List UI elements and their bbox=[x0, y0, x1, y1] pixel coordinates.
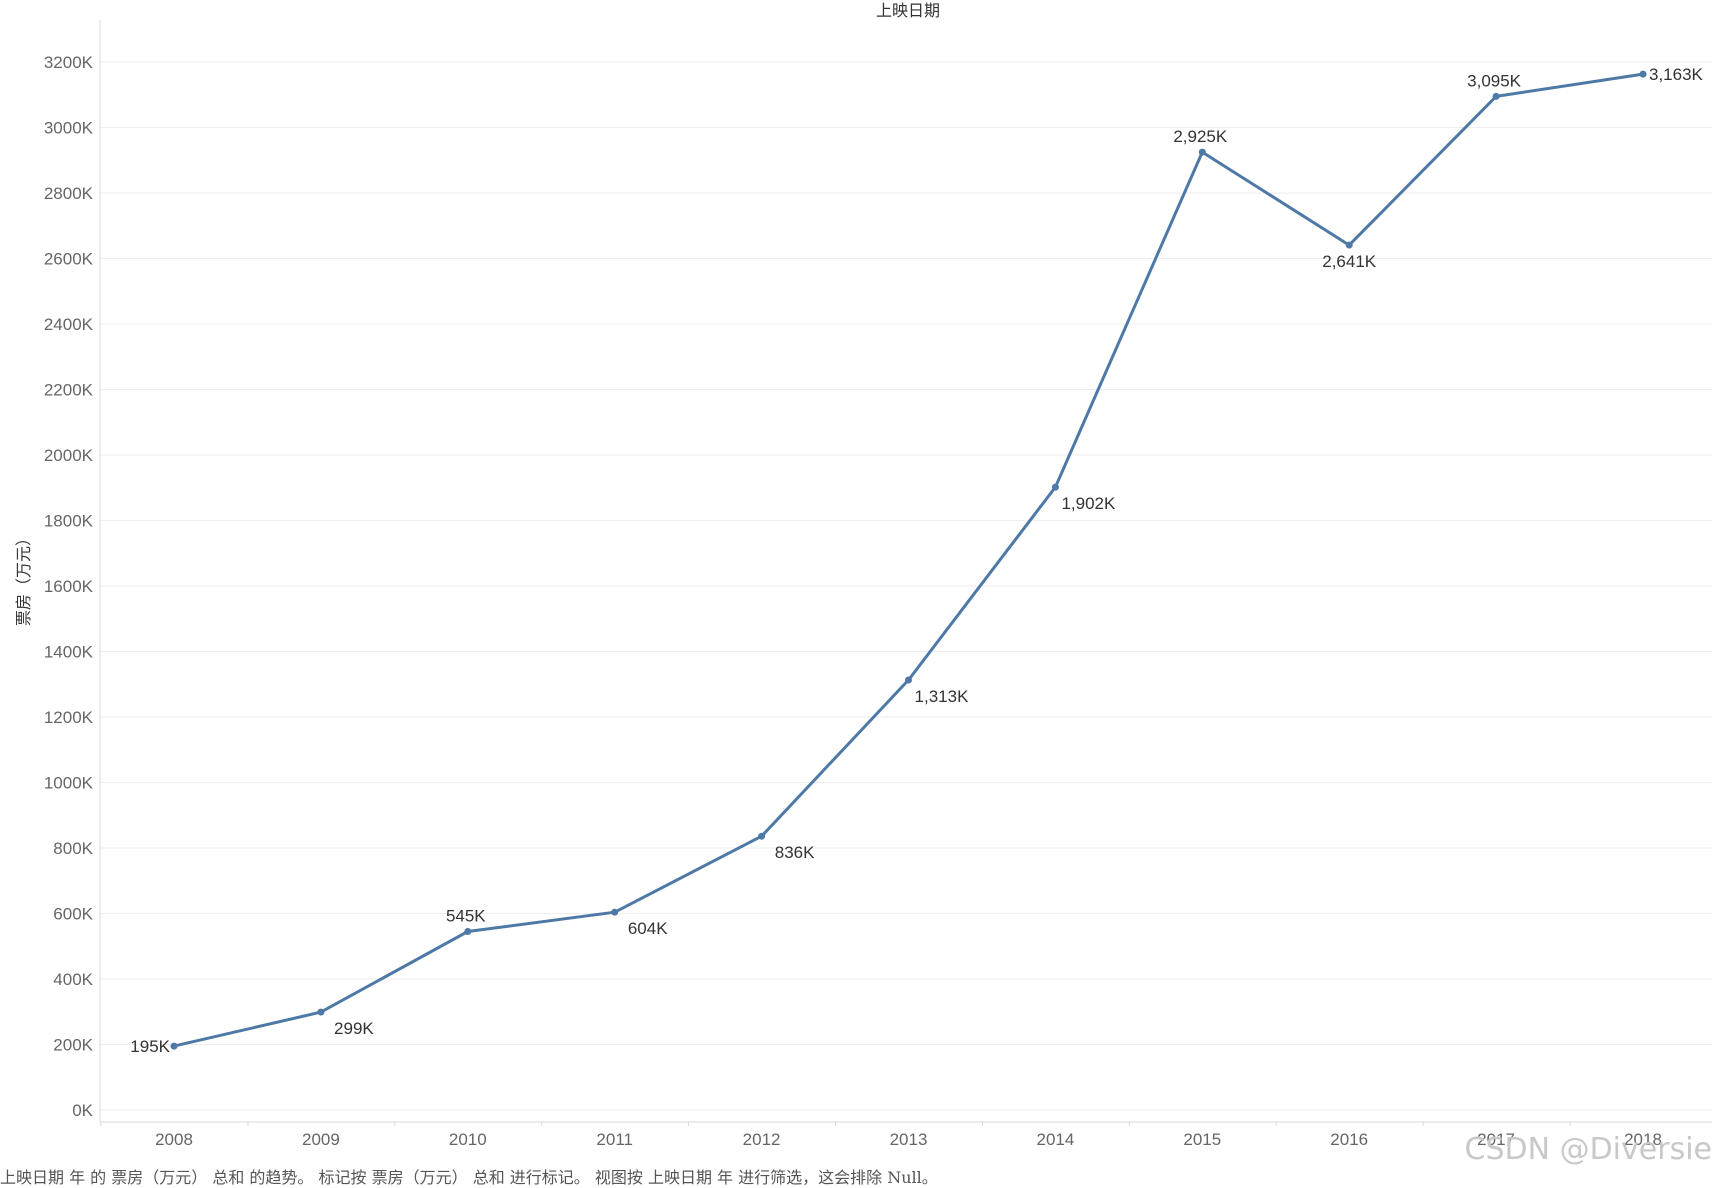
series-line-group bbox=[173, 72, 1644, 1048]
x-tick-label: 2010 bbox=[449, 1130, 487, 1149]
axes bbox=[99, 20, 1712, 1126]
data-point bbox=[1198, 148, 1206, 156]
x-tick-labels: 2008 2009 2010 2011 2012 2013 2014 2015 2016 2017… bbox=[155, 1130, 1662, 1149]
y-tick-label: 800K bbox=[53, 839, 93, 858]
data-point bbox=[905, 676, 912, 684]
data-point bbox=[464, 928, 472, 936]
y-tick-label: 3200K bbox=[44, 53, 94, 72]
x-tick-label: 2018 bbox=[1624, 1130, 1662, 1149]
data-point bbox=[611, 908, 619, 916]
data-point bbox=[1492, 92, 1500, 100]
y-axis-title: 票房（万元） bbox=[15, 530, 33, 626]
data-point bbox=[758, 832, 766, 840]
x-tick-label: 2008 bbox=[155, 1130, 193, 1149]
x-tick-label: 2014 bbox=[1036, 1130, 1074, 1149]
x-tick-label: 2012 bbox=[743, 1130, 781, 1149]
data-labels: 195K 299K 545K 604K 836K 1,313K 1,902K 2,925K 2,… bbox=[130, 65, 1703, 1056]
y-tick-label: 1800K bbox=[44, 512, 94, 531]
y-tick-label: 2000K bbox=[44, 446, 94, 465]
y-tick-label: 1600K bbox=[44, 577, 94, 596]
chart-caption: 上映日期 年 的 票房（万元） 总和 的趋势。 标记按 票房（万元） 总和 进行… bbox=[0, 1168, 938, 1187]
y-tick-label: 200K bbox=[53, 1036, 93, 1055]
y-tick-label: 1400K bbox=[44, 643, 94, 662]
data-point bbox=[1639, 70, 1647, 78]
data-point bbox=[170, 1042, 178, 1050]
y-tick-label: 1200K bbox=[44, 708, 94, 727]
x-tick-label: 2009 bbox=[302, 1130, 340, 1149]
data-points bbox=[170, 70, 1647, 1050]
data-label: 3,163K bbox=[1649, 65, 1704, 84]
y-tick-label: 0K bbox=[72, 1101, 93, 1120]
data-label: 2,925K bbox=[1173, 127, 1228, 146]
y-tick-label: 400K bbox=[53, 970, 93, 989]
data-label: 3,095K bbox=[1467, 71, 1522, 90]
x-tick-label: 2011 bbox=[596, 1130, 633, 1149]
y-tick-label: 3000K bbox=[44, 119, 94, 138]
chart-title: 上映日期 bbox=[876, 2, 940, 20]
data-label: 299K bbox=[334, 1019, 374, 1038]
data-label: 1,313K bbox=[915, 687, 970, 706]
y-tick-label: 2800K bbox=[44, 184, 94, 203]
watermark: CSDN @Diversie bbox=[1464, 1132, 1712, 1167]
data-label: 604K bbox=[628, 919, 668, 938]
y-tick-label: 1000K bbox=[44, 774, 94, 793]
data-label: 545K bbox=[446, 907, 486, 926]
y-tick-label: 2200K bbox=[44, 381, 94, 400]
data-label: 2,641K bbox=[1322, 252, 1377, 271]
y-tick-label: 2600K bbox=[44, 250, 94, 269]
data-label: 1,902K bbox=[1061, 494, 1116, 513]
x-tick-label: 2016 bbox=[1330, 1130, 1368, 1149]
data-label: 836K bbox=[775, 843, 815, 862]
data-point bbox=[1345, 241, 1353, 249]
x-tick-label: 2013 bbox=[890, 1130, 928, 1149]
y-tick-label: 2400K bbox=[44, 315, 94, 334]
x-tick-label: 2015 bbox=[1183, 1130, 1221, 1149]
data-point bbox=[1051, 483, 1059, 491]
data-label: 195K bbox=[130, 1037, 170, 1056]
data-point bbox=[317, 1008, 325, 1016]
y-tick-label: 600K bbox=[53, 905, 93, 924]
y-tick-labels: 0K 200K 400K 600K 800K 1000K 1200K 1400K 1600K 18… bbox=[44, 53, 94, 1120]
gridlines bbox=[100, 61, 1712, 1111]
x-tick-label: 2017 bbox=[1477, 1130, 1515, 1149]
series-line bbox=[173, 72, 1644, 1048]
